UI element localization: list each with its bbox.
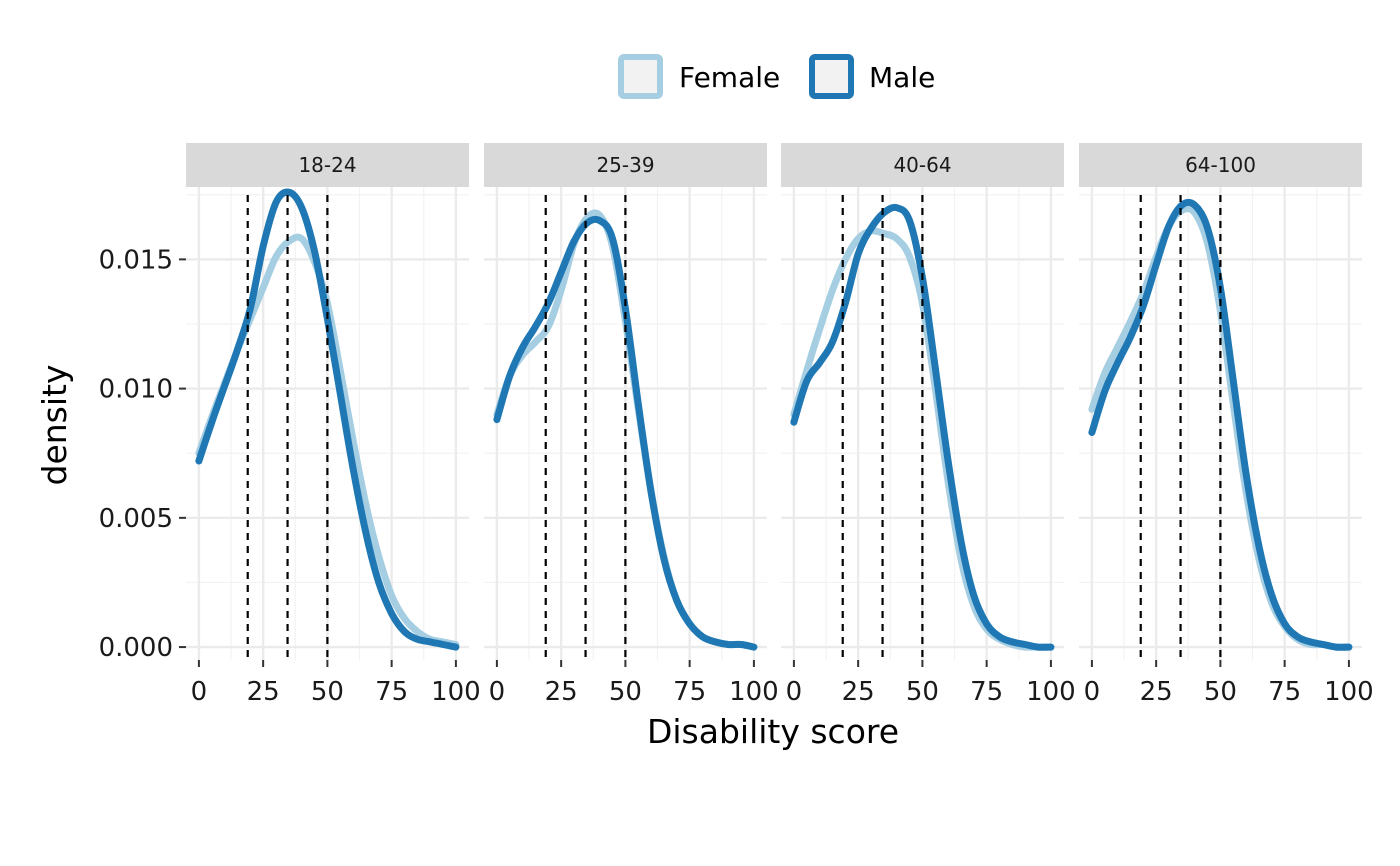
x-tick-label: 25 <box>1140 677 1173 707</box>
facet-strip-label: 40-64 <box>893 153 951 177</box>
x-tick-label: 75 <box>970 677 1003 707</box>
facet-strip-label: 25-39 <box>596 153 654 177</box>
legend-key-male <box>809 54 854 99</box>
x-tick-label: 75 <box>1268 677 1301 707</box>
x-tick-label: 0 <box>786 677 803 707</box>
panel-40-64: 40-64 0 25 50 75 100 <box>781 143 1076 707</box>
x-tick-label: 25 <box>545 677 578 707</box>
facet-strip <box>781 143 1064 187</box>
facet-strip-label: 64-100 <box>1185 153 1256 177</box>
density-line-male <box>790 203 1055 651</box>
x-tick-label: 100 <box>1324 677 1374 707</box>
facet-strip-label: 18-24 <box>298 153 356 177</box>
x-tick-label: 50 <box>609 677 642 707</box>
legend: Female Male <box>618 54 935 99</box>
y-tick-label: 0.010 <box>99 375 173 405</box>
x-tick-label: 50 <box>1204 677 1237 707</box>
panel-64-100: 64-100 0 25 50 75 100 <box>1079 143 1374 707</box>
x-tick-label: 25 <box>247 677 280 707</box>
y-axis: 0.000 0.005 0.010 0.015 <box>99 245 186 663</box>
density-line-male <box>493 215 758 651</box>
y-tick-label: 0.015 <box>99 245 173 275</box>
x-tick-label: 0 <box>1084 677 1101 707</box>
x-tick-label: 75 <box>375 677 408 707</box>
legend-label-female: Female <box>679 61 780 94</box>
density-line-male <box>1088 198 1353 651</box>
facet-strip <box>484 143 767 187</box>
legend-label-male: Male <box>869 61 935 94</box>
legend-key-female <box>618 54 663 99</box>
x-tick-label: 0 <box>489 677 506 707</box>
x-tick-label: 0 <box>191 677 208 707</box>
x-tick-label: 100 <box>729 677 779 707</box>
panel-18-24: 18-24 0 25 50 75 100 <box>186 143 481 707</box>
x-tick-label: 100 <box>431 677 481 707</box>
x-axis-title: Disability score <box>647 712 899 751</box>
x-tick-label: 50 <box>311 677 344 707</box>
y-tick-label: 0.000 <box>99 633 173 663</box>
panel-25-39: 25-39 0 25 50 75 100 <box>484 143 779 707</box>
facet-strip <box>1079 143 1362 187</box>
y-tick-label: 0.005 <box>99 504 173 534</box>
x-tick-label: 50 <box>906 677 939 707</box>
x-tick-label: 25 <box>842 677 875 707</box>
y-axis-title: density <box>35 365 74 486</box>
facet-strip <box>186 143 469 187</box>
x-tick-label: 100 <box>1026 677 1076 707</box>
x-tick-label: 75 <box>673 677 706 707</box>
facet-panels: 18-24 0 25 50 75 100 25-39 0 25 50 75 100 40-64 0 25 50… <box>186 143 1374 707</box>
